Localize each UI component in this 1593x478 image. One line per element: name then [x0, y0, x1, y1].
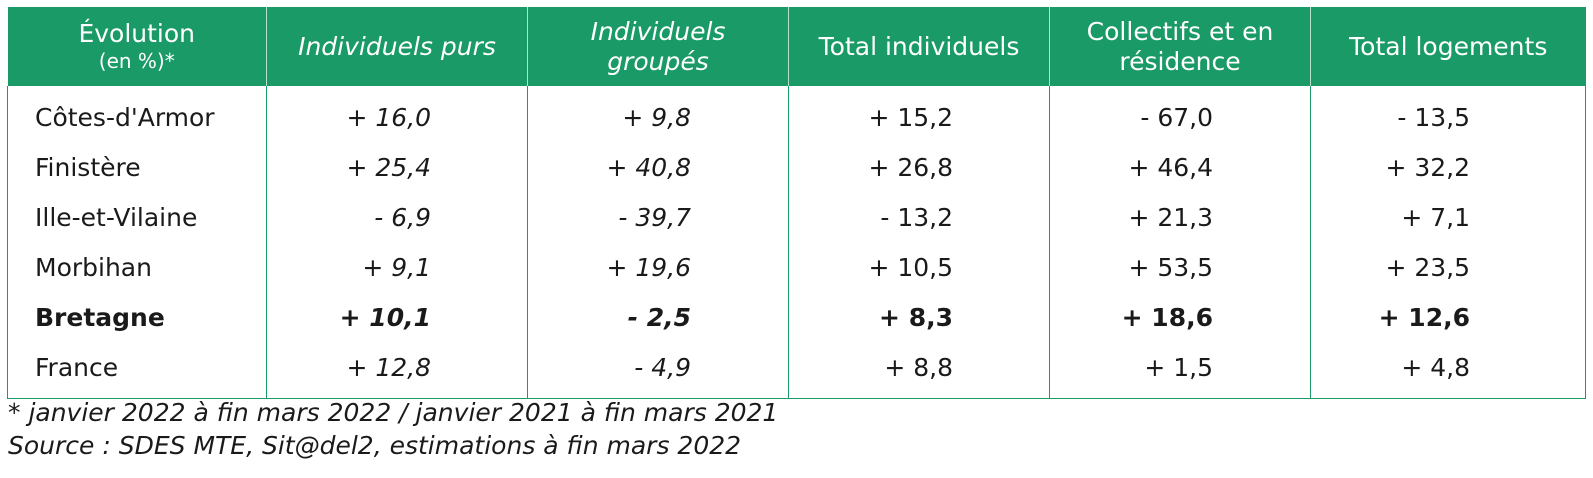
cell-individuels-groupes: - 4,9: [527, 342, 789, 399]
cell-total-individuels: + 8,3: [788, 292, 1050, 342]
cell-collectifs: + 1,5: [1049, 342, 1311, 399]
cell-total-logements: - 13,5: [1310, 86, 1586, 142]
table-row: Ille-et-Vilaine - 6,9 - 39,7 - 13,2 + 21…: [7, 192, 1586, 242]
cell-individuels-purs: - 6,9: [266, 192, 528, 242]
cell-individuels-groupes: - 39,7: [527, 192, 789, 242]
cell-individuels-groupes: + 9,8: [527, 86, 789, 142]
cell-individuels-purs: + 12,8: [266, 342, 528, 399]
table-body: Côtes-d'Armor + 16,0 + 9,8 + 15,2 - 67,0…: [7, 86, 1586, 399]
cell-individuels-purs: + 25,4: [266, 142, 528, 192]
cell-total-individuels: + 26,8: [788, 142, 1050, 192]
cell-collectifs: + 21,3: [1049, 192, 1311, 242]
row-name: France: [7, 342, 267, 399]
table-row-total-bretagne: Bretagne + 10,1 - 2,5 + 8,3 + 18,6 + 12,…: [7, 292, 1586, 342]
row-name: Côtes-d'Armor: [7, 86, 267, 142]
table-row: Morbihan + 9,1 + 19,6 + 10,5 + 53,5 + 23…: [7, 242, 1586, 292]
header-total-logements: Total logements: [1310, 7, 1586, 86]
row-name: Ille-et-Vilaine: [7, 192, 267, 242]
cell-individuels-groupes: + 19,6: [527, 242, 789, 292]
header-collectifs: Collectifs et en résidence: [1049, 7, 1311, 86]
header-collectifs-line1: Collectifs et en: [1086, 16, 1274, 46]
cell-collectifs: - 67,0: [1049, 86, 1311, 142]
cell-total-logements: + 7,1: [1310, 192, 1586, 242]
cell-individuels-purs: + 9,1: [266, 242, 528, 292]
cell-total-individuels: + 8,8: [788, 342, 1050, 399]
header-individuels-groupes-line2: groupés: [607, 46, 709, 76]
header-collectifs-line2: résidence: [1119, 46, 1241, 76]
table-row: Côtes-d'Armor + 16,0 + 9,8 + 15,2 - 67,0…: [7, 86, 1586, 142]
table-row: Finistère + 25,4 + 40,8 + 26,8 + 46,4 + …: [7, 142, 1586, 192]
cell-collectifs: + 18,6: [1049, 292, 1311, 342]
table-row: France + 12,8 - 4,9 + 8,8 + 1,5 + 4,8: [7, 342, 1586, 399]
cell-collectifs: + 53,5: [1049, 242, 1311, 292]
cell-total-logements: + 12,6: [1310, 292, 1586, 342]
source-note: Source : SDES MTE, Sit@del2, estimations…: [8, 431, 742, 460]
header-evolution: Évolution (en %)*: [7, 7, 267, 86]
header-individuels-groupes: Individuels groupés: [527, 7, 789, 86]
header-individuels-purs: Individuels purs: [266, 7, 528, 86]
cell-individuels-purs: + 10,1: [266, 292, 528, 342]
cell-total-logements: + 23,5: [1310, 242, 1586, 292]
period-footnote: * janvier 2022 à fin mars 2022 / janvier…: [8, 398, 779, 427]
cell-collectifs: + 46,4: [1049, 142, 1311, 192]
data-table: Évolution (en %)* Individuels purs Indiv…: [7, 7, 1586, 399]
table-header: Évolution (en %)* Individuels purs Indiv…: [7, 7, 1586, 86]
cell-individuels-groupes: + 40,8: [527, 142, 789, 192]
housing-evolution-table: Évolution (en %)* Individuels purs Indiv…: [7, 7, 1586, 399]
cell-total-logements: + 32,2: [1310, 142, 1586, 192]
header-row: Évolution (en %)* Individuels purs Indiv…: [7, 7, 1586, 86]
header-total-individuels: Total individuels: [788, 7, 1050, 86]
cell-total-individuels: + 10,5: [788, 242, 1050, 292]
table-notes: * janvier 2022 à fin mars 2022 / janvier…: [8, 396, 778, 462]
header-evolution-line1: Évolution: [78, 18, 196, 48]
cell-individuels-groupes: - 2,5: [527, 292, 789, 342]
header-evolution-line2: (en %)*: [98, 48, 175, 73]
row-name: Finistère: [7, 142, 267, 192]
cell-total-individuels: - 13,2: [788, 192, 1050, 242]
header-individuels-groupes-line1: Individuels: [590, 16, 726, 46]
cell-individuels-purs: + 16,0: [266, 86, 528, 142]
cell-total-individuels: + 15,2: [788, 86, 1050, 142]
row-name: Morbihan: [7, 242, 267, 292]
row-name: Bretagne: [7, 292, 267, 342]
cell-total-logements: + 4,8: [1310, 342, 1586, 399]
